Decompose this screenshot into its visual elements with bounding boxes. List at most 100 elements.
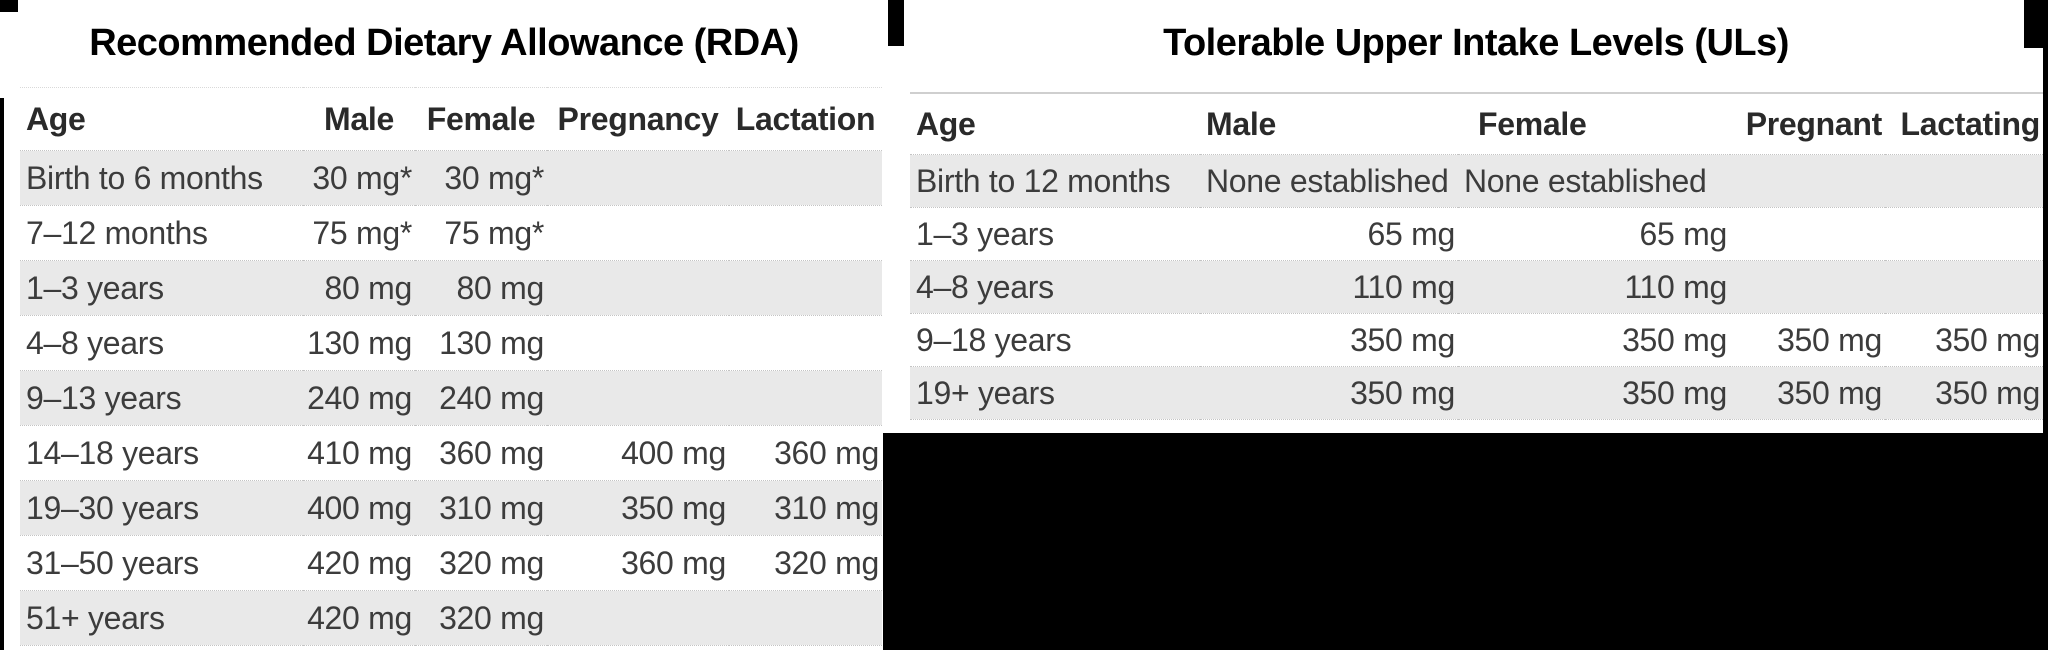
table-cell <box>1885 207 2043 261</box>
table-cell: 350 mg <box>547 480 729 536</box>
table-cell: 360 mg <box>415 425 547 481</box>
ul-table-title: Tolerable Upper Intake Levels (ULs) <box>1163 22 1789 64</box>
table-cell <box>729 370 882 426</box>
table-cell <box>547 315 729 371</box>
table-cell <box>729 150 882 206</box>
table-cell <box>729 260 882 316</box>
rda-col-header-age: Age <box>20 87 303 151</box>
table-cell: 320 mg <box>729 535 882 591</box>
rda-header-row: Age Male Female Pregnancy Lactation <box>20 87 882 151</box>
ul-col-header-female: Female <box>1458 92 1730 155</box>
table-cell: 110 mg <box>1458 260 1730 314</box>
table-cell: 130 mg <box>303 315 415 371</box>
table-row: 9–13 years 240 mg 240 mg <box>20 370 882 426</box>
table-row: 1–3 years 80 mg 80 mg <box>20 260 882 316</box>
table-cell <box>547 260 729 316</box>
table-cell <box>1730 207 1885 261</box>
table-cell: 75 mg* <box>415 205 547 261</box>
rda-table-title: Recommended Dietary Allowance (RDA) <box>89 22 799 64</box>
ul-col-header-lactating: Lactating <box>1885 92 2043 155</box>
table-row: Birth to 12 months None established None e… <box>910 154 2043 208</box>
table-cell: 320 mg <box>415 535 547 591</box>
table-cell: 240 mg <box>415 370 547 426</box>
table-cell: 360 mg <box>547 535 729 591</box>
table-cell: 350 mg <box>1730 313 1885 367</box>
table-row: 19+ years 350 mg 350 mg 350 mg 350 mg <box>910 366 2043 420</box>
table-cell: 110 mg <box>1200 260 1458 314</box>
table-cell: 310 mg <box>415 480 547 536</box>
table-cell: 51+ years <box>20 590 303 646</box>
table-cell: 360 mg <box>729 425 882 481</box>
table-cell: 14–18 years <box>20 425 303 481</box>
table-cell: 30 mg* <box>415 150 547 206</box>
table-cell: 4–8 years <box>20 315 303 371</box>
table-cell: 80 mg <box>303 260 415 316</box>
table-cell: 80 mg <box>415 260 547 316</box>
table-cell: 240 mg <box>303 370 415 426</box>
table-cell: 400 mg <box>547 425 729 481</box>
rda-col-header-pregnancy: Pregnancy <box>547 87 729 151</box>
rda-col-header-male: Male <box>303 87 415 151</box>
table-cell: 65 mg <box>1200 207 1458 261</box>
table-row: 14–18 years 410 mg 360 mg 400 mg 360 mg <box>20 425 882 481</box>
table-cell: 350 mg <box>1200 366 1458 420</box>
ul-col-header-male: Male <box>1200 92 1458 155</box>
table-cell <box>1730 154 1885 208</box>
table-row: 51+ years 420 mg 320 mg <box>20 590 882 646</box>
table-cell: 350 mg <box>1200 313 1458 367</box>
table-cell: 4–8 years <box>910 260 1200 314</box>
rda-table: Age Male Female Pregnancy Lactation Birt… <box>20 87 882 646</box>
table-cell: 420 mg <box>303 535 415 591</box>
table-cell: 410 mg <box>303 425 415 481</box>
table-row: 19–30 years 400 mg 310 mg 350 mg 310 mg <box>20 480 882 536</box>
rda-col-header-lactation: Lactation <box>729 87 882 151</box>
rda-col-header-female: Female <box>415 87 547 151</box>
table-cell: 75 mg* <box>303 205 415 261</box>
ul-header-row: Age Male Female Pregnant Lactating <box>910 92 2043 155</box>
table-cell: None established <box>1458 154 1730 208</box>
table-cell: 130 mg <box>415 315 547 371</box>
table-cell: 350 mg <box>1458 366 1730 420</box>
black-backdrop-top-left-notch <box>0 0 18 12</box>
table-cell: 310 mg <box>729 480 882 536</box>
table-row: 9–18 years 350 mg 350 mg 350 mg 350 mg <box>910 313 2043 367</box>
table-cell <box>1885 260 2043 314</box>
table-cell: 350 mg <box>1885 313 2043 367</box>
table-cell <box>729 205 882 261</box>
table-cell: Birth to 6 months <box>20 150 303 206</box>
table-cell <box>1730 260 1885 314</box>
table-cell <box>729 315 882 371</box>
table-row: 4–8 years 110 mg 110 mg <box>910 260 2043 314</box>
table-cell: 31–50 years <box>20 535 303 591</box>
table-cell <box>547 590 729 646</box>
table-row: 31–50 years 420 mg 320 mg 360 mg 320 mg <box>20 535 882 591</box>
table-cell <box>547 370 729 426</box>
ul-col-header-age: Age <box>910 92 1200 155</box>
table-cell: 320 mg <box>415 590 547 646</box>
table-cell: 400 mg <box>303 480 415 536</box>
ul-col-header-pregnant: Pregnant <box>1730 92 1885 155</box>
table-cell: 1–3 years <box>20 260 303 316</box>
table-row: 1–3 years 65 mg 65 mg <box>910 207 2043 261</box>
black-backdrop-bottom-right <box>883 433 2048 650</box>
table-cell: 9–18 years <box>910 313 1200 367</box>
table-cell: None established <box>1200 154 1458 208</box>
table-cell: 19+ years <box>910 366 1200 420</box>
table-cell: 65 mg <box>1458 207 1730 261</box>
table-cell: 350 mg <box>1458 313 1730 367</box>
table-cell: 420 mg <box>303 590 415 646</box>
table-cell: 350 mg <box>1730 366 1885 420</box>
table-row: Birth to 6 months 30 mg* 30 mg* <box>20 150 882 206</box>
table-cell <box>547 205 729 261</box>
table-cell: 9–13 years <box>20 370 303 426</box>
table-cell <box>729 590 882 646</box>
table-cell: 19–30 years <box>20 480 303 536</box>
table-cell <box>1885 154 2043 208</box>
table-cell: 30 mg* <box>303 150 415 206</box>
table-row: 4–8 years 130 mg 130 mg <box>20 315 882 371</box>
table-cell: 350 mg <box>1885 366 2043 420</box>
table-row: 7–12 months 75 mg* 75 mg* <box>20 205 882 261</box>
table-cell: 1–3 years <box>910 207 1200 261</box>
table-cell <box>547 150 729 206</box>
